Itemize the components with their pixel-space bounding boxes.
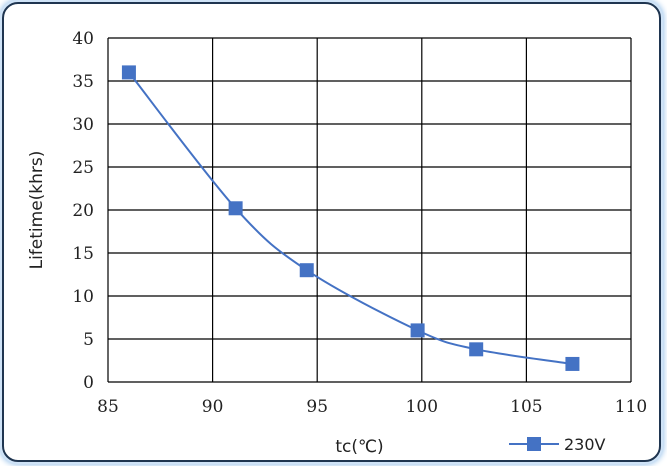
- data-point: [565, 356, 580, 371]
- x-tick-label: 90: [202, 397, 224, 417]
- grid: [107, 37, 632, 383]
- y-axis-label: Lifetime(khrs): [27, 151, 47, 270]
- data-point: [299, 263, 314, 278]
- y-tick-label: 35: [72, 72, 94, 92]
- x-tick-label: 95: [306, 397, 328, 417]
- y-tick-label: 40: [72, 29, 94, 49]
- y-tick-label: 0: [83, 373, 94, 393]
- legend-marker-230v: [527, 437, 541, 451]
- legend: 230V: [509, 435, 606, 454]
- data-point: [410, 323, 425, 338]
- series-points-230v: [121, 65, 580, 371]
- data-point: [469, 342, 484, 357]
- y-tick-label: 15: [72, 244, 94, 264]
- chart-frame: 85 90 95 100 105 110 0 5 10 15 20 25 30 35 40 tc(℃) L…: [2, 2, 661, 462]
- data-point: [228, 201, 243, 216]
- legend-label-230v: 230V: [564, 435, 606, 454]
- y-tick-label: 5: [83, 330, 94, 350]
- x-tick-label: 100: [406, 397, 438, 417]
- x-tick-label: 85: [97, 397, 119, 417]
- x-tick-label: 105: [510, 397, 542, 417]
- x-tick-labels: 85 90 95 100 105 110: [97, 397, 647, 417]
- lifetime-chart: 85 90 95 100 105 110 0 5 10 15 20 25 30 35 40 tc(℃) L…: [27, 29, 647, 457]
- data-point: [121, 65, 136, 80]
- series-line-230v: [128, 71, 573, 365]
- y-tick-label: 30: [72, 115, 94, 135]
- y-tick-labels: 0 5 10 15 20 25 30 35 40: [72, 29, 94, 393]
- x-tick-label: 110: [615, 397, 647, 417]
- x-axis-label: tc(℃): [335, 437, 383, 457]
- y-tick-label: 25: [72, 158, 94, 178]
- y-tick-label: 20: [72, 201, 94, 221]
- y-tick-label: 10: [72, 287, 94, 307]
